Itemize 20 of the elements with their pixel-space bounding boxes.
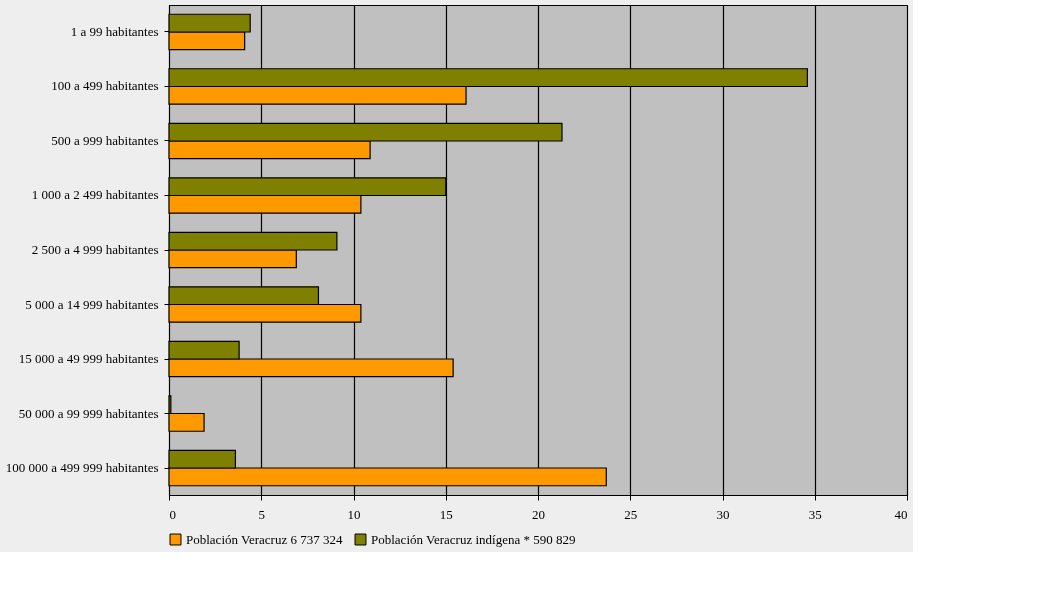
y-tick-label: 1 000 a 2 499 habitantes: [31, 187, 159, 203]
legend-label: Población Veracruz indígena * 590 829: [371, 531, 576, 547]
x-tick-label: 5: [258, 506, 265, 522]
y-tick-label: 500 a 999 habitantes: [51, 132, 159, 148]
x-tick-label: 10: [347, 506, 361, 522]
x-tick-label: 25: [624, 506, 638, 522]
legend-label: Población Veracruz 6 737 324: [186, 531, 343, 547]
y-tick-label: 50 000 a 99 999 habitantes: [18, 405, 159, 421]
y-tick-label: 100 000 a 499 999 habitantes: [5, 460, 159, 476]
x-tick-label: 30: [716, 506, 730, 522]
x-tick-label: 20: [532, 506, 545, 522]
x-tick-label: 15: [439, 506, 453, 522]
y-tick-label: 1 a 99 habitantes: [70, 23, 159, 39]
y-tick-label: 100 a 499 habitantes: [51, 78, 159, 94]
y-tick-label: 15 000 a 49 999 habitantes: [18, 351, 159, 367]
x-tick-label: 40: [894, 506, 908, 522]
y-tick-label: 5 000 a 14 999 habitantes: [25, 296, 159, 312]
x-tick-label: 35: [808, 506, 822, 522]
x-tick-label: 0: [169, 506, 176, 522]
y-tick-label: 2 500 a 4 999 habitantes: [31, 242, 159, 257]
